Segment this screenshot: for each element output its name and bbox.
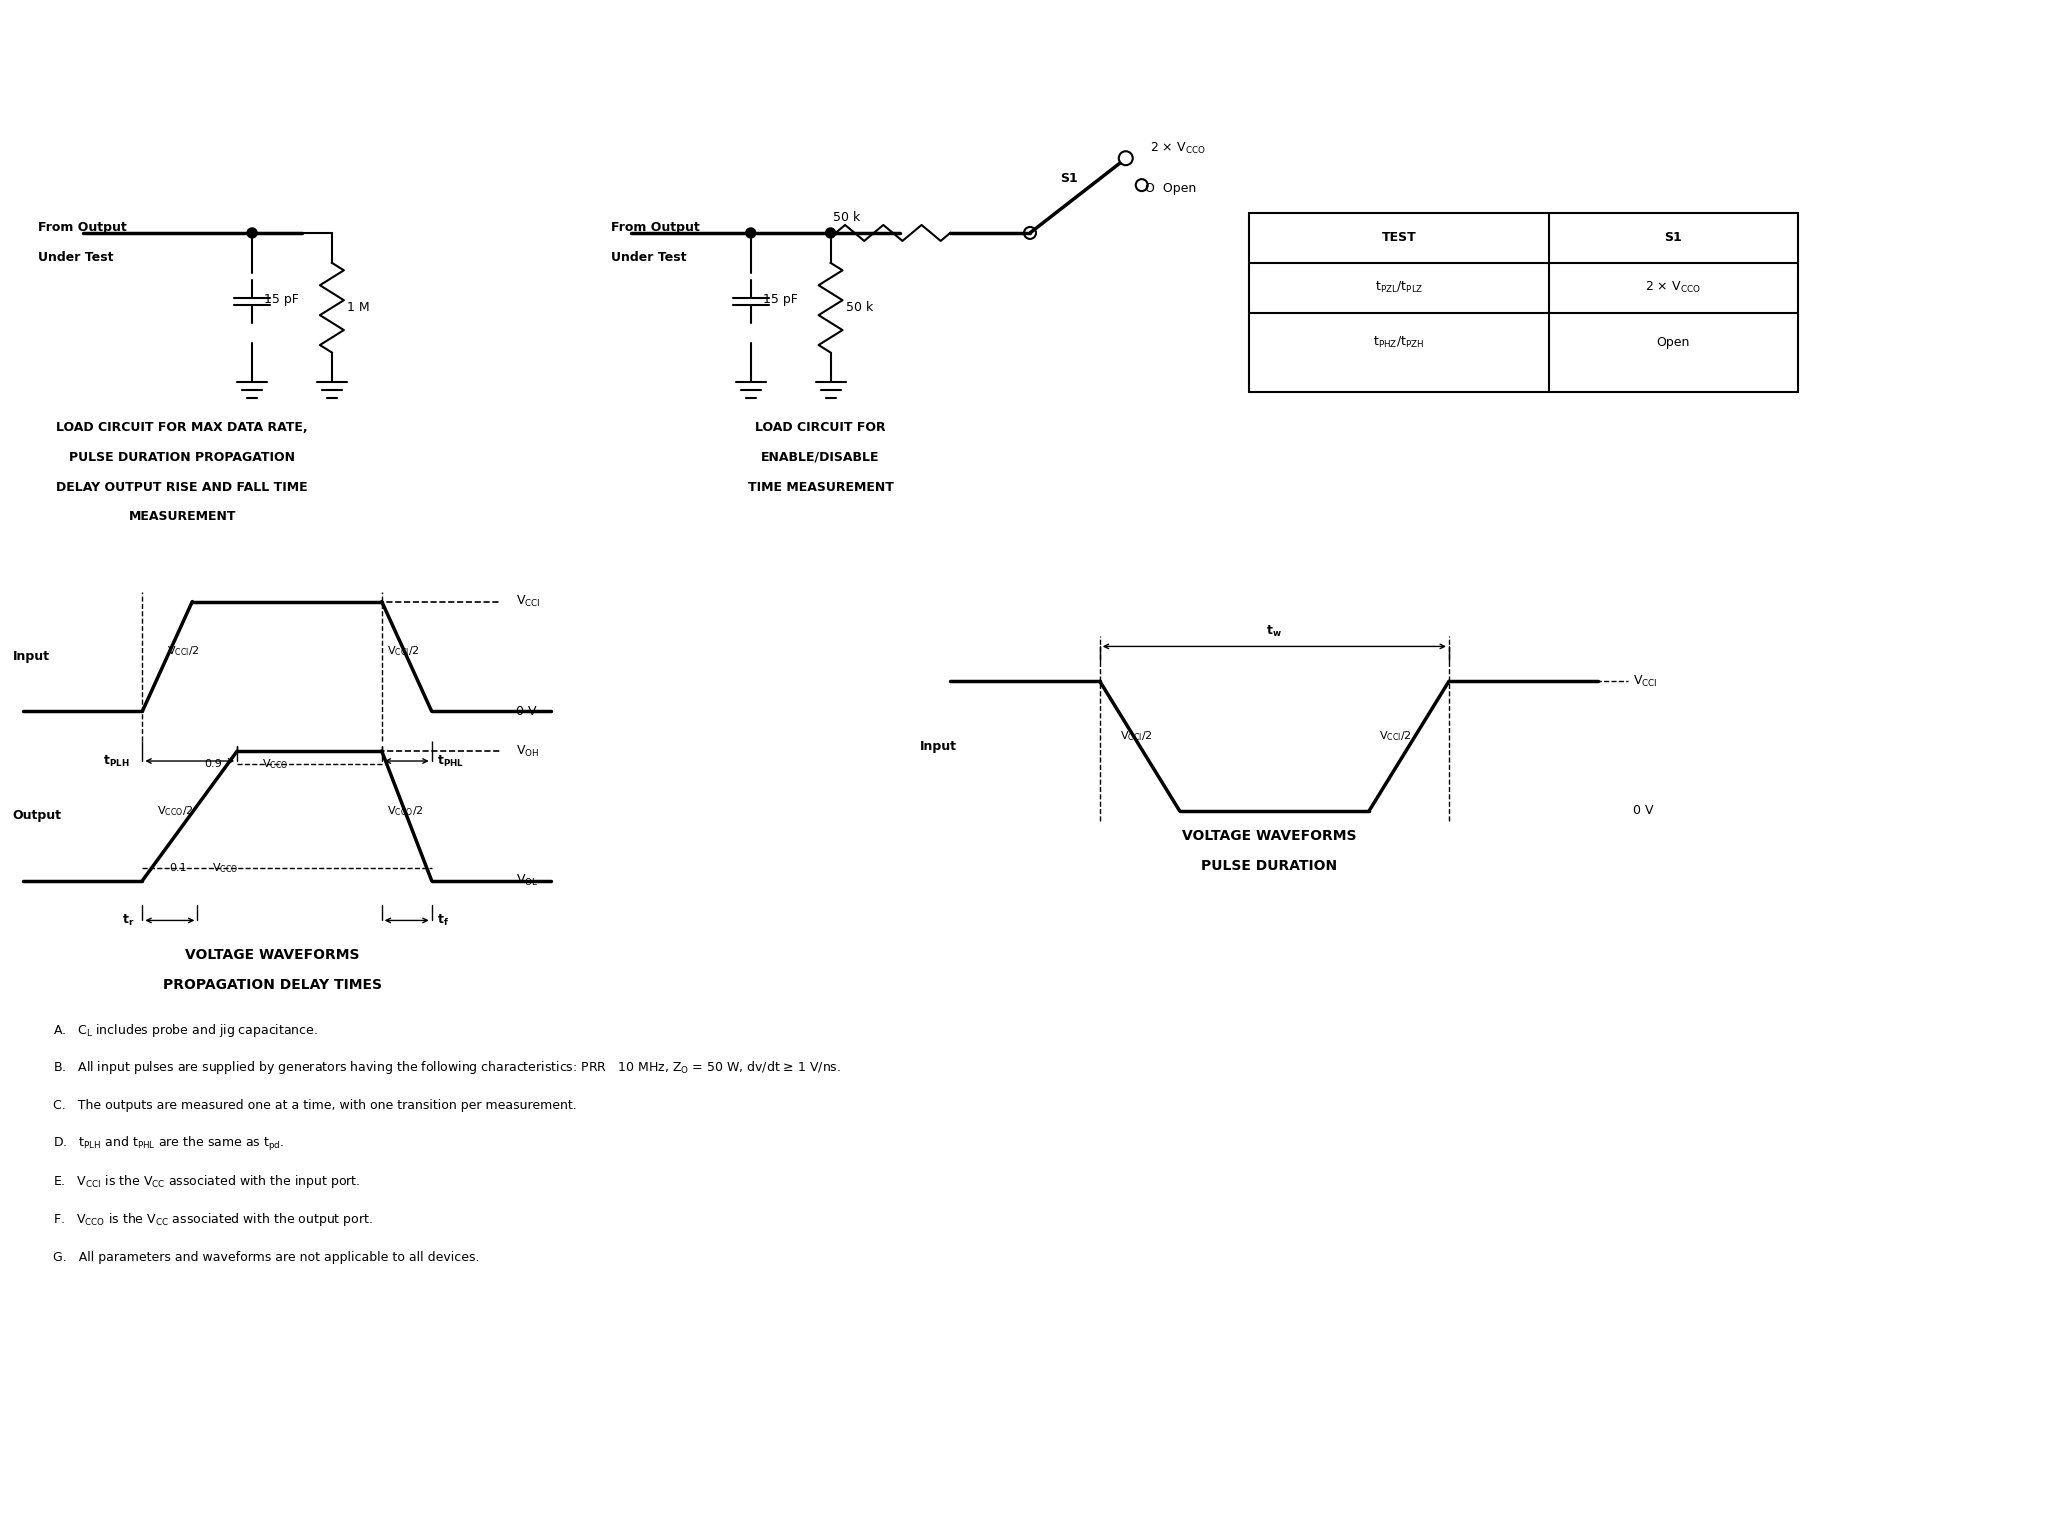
Text: V$_{\mathregular{CCO}}$/2: V$_{\mathregular{CCO}}$/2: [157, 804, 195, 818]
Text: 2 × V$_{\mathregular{CCO}}$: 2 × V$_{\mathregular{CCO}}$: [1149, 141, 1205, 156]
Text: Input: Input: [920, 739, 957, 753]
Text: V$_{\mathregular{CCI}}$/2: V$_{\mathregular{CCI}}$/2: [1379, 729, 1412, 743]
Text: t$_{\mathregular{r}}$: t$_{\mathregular{r}}$: [122, 912, 135, 928]
Text: Output: Output: [12, 810, 62, 822]
Text: G.   All parameters and waveforms are not applicable to all devices.: G. All parameters and waveforms are not …: [52, 1251, 478, 1263]
Text: F.   V$_{\mathregular{CCO}}$ is the V$_{\mathregular{CC}}$ associated with the o: F. V$_{\mathregular{CCO}}$ is the V$_{\m…: [52, 1211, 373, 1228]
Text: V$_{\mathregular{CCI}}$/2: V$_{\mathregular{CCI}}$/2: [1120, 729, 1151, 743]
Text: TIME MEASUREMENT: TIME MEASUREMENT: [748, 481, 893, 493]
Text: Input: Input: [12, 649, 50, 663]
Text: D.   t$_{\mathregular{PLH}}$ and t$_{\mathregular{PHL}}$ are the same as t$_{\ma: D. t$_{\mathregular{PLH}}$ and t$_{\math…: [52, 1134, 284, 1153]
Text: V$_{\mathregular{CCO}}$: V$_{\mathregular{CCO}}$: [263, 758, 288, 772]
Text: S1: S1: [1060, 171, 1077, 185]
Text: 0 V: 0 V: [1634, 804, 1655, 818]
Text: From Output: From Output: [611, 222, 700, 234]
Text: 1 M: 1 M: [346, 302, 369, 314]
Text: t$_{\mathregular{f}}$: t$_{\mathregular{f}}$: [437, 912, 449, 928]
Text: MEASUREMENT: MEASUREMENT: [128, 510, 236, 524]
Text: 0.9: 0.9: [205, 759, 222, 769]
Text: t$_{\mathregular{PLH}}$: t$_{\mathregular{PLH}}$: [101, 753, 128, 769]
Text: PULSE DURATION PROPAGATION: PULSE DURATION PROPAGATION: [68, 450, 296, 464]
Text: Open: Open: [1657, 335, 1690, 349]
Text: DELAY OUTPUT RISE AND FALL TIME: DELAY OUTPUT RISE AND FALL TIME: [56, 481, 309, 493]
Text: V$_{\mathregular{OH}}$: V$_{\mathregular{OH}}$: [516, 744, 541, 758]
Text: t$_{\mathregular{PZL}}$/t$_{\mathregular{PLZ}}$: t$_{\mathregular{PZL}}$/t$_{\mathregular…: [1375, 280, 1423, 295]
Text: S1: S1: [1665, 231, 1682, 245]
Text: 50 k: 50 k: [845, 302, 872, 314]
Text: ENABLE/DISABLE: ENABLE/DISABLE: [762, 450, 880, 464]
Text: t$_{\mathregular{PHZ}}$/t$_{\mathregular{PZH}}$: t$_{\mathregular{PHZ}}$/t$_{\mathregular…: [1373, 335, 1425, 351]
Text: PROPAGATION DELAY TIMES: PROPAGATION DELAY TIMES: [162, 978, 381, 992]
Text: V$_{\mathregular{CCO}}$: V$_{\mathregular{CCO}}$: [211, 860, 238, 874]
Circle shape: [826, 228, 835, 237]
Text: A.   C$_{\mathregular{L}}$ includes probe and jig capacitance.: A. C$_{\mathregular{L}}$ includes probe …: [52, 1021, 317, 1038]
Text: B.   All input pulses are supplied by generators having the following characteri: B. All input pulses are supplied by gene…: [52, 1059, 841, 1076]
Text: Under Test: Under Test: [37, 251, 114, 265]
Text: 0 V: 0 V: [516, 704, 536, 718]
Text: V$_{\mathregular{CCI}}$/2: V$_{\mathregular{CCI}}$/2: [168, 645, 201, 658]
Text: VOLTAGE WAVEFORMS: VOLTAGE WAVEFORMS: [1183, 828, 1357, 842]
Text: V$_{\mathregular{CCI}}$: V$_{\mathregular{CCI}}$: [1634, 674, 1659, 689]
Text: t$_{\mathregular{PHL}}$: t$_{\mathregular{PHL}}$: [437, 753, 464, 769]
Text: V$_{\mathregular{CCI}}$: V$_{\mathregular{CCI}}$: [516, 594, 541, 609]
Text: V$_{\mathregular{OL}}$: V$_{\mathregular{OL}}$: [516, 873, 538, 888]
Circle shape: [746, 228, 756, 237]
Text: O  Open: O Open: [1145, 182, 1195, 194]
Text: V$_{\mathregular{CCO}}$/2: V$_{\mathregular{CCO}}$/2: [387, 804, 422, 818]
Text: LOAD CIRCUIT FOR: LOAD CIRCUIT FOR: [756, 421, 886, 433]
Text: VOLTAGE WAVEFORMS: VOLTAGE WAVEFORMS: [184, 948, 358, 963]
Text: PULSE DURATION: PULSE DURATION: [1201, 859, 1338, 873]
Text: E.   V$_{\mathregular{CCI}}$ is the V$_{\mathregular{CC}}$ associated with the i: E. V$_{\mathregular{CCI}}$ is the V$_{\m…: [52, 1173, 360, 1190]
Text: 0.1: 0.1: [170, 862, 186, 873]
Circle shape: [246, 228, 257, 237]
Text: Under Test: Under Test: [611, 251, 688, 265]
Text: V$_{\mathregular{CCI}}$/2: V$_{\mathregular{CCI}}$/2: [387, 645, 418, 658]
Text: t$_{\mathregular{w}}$: t$_{\mathregular{w}}$: [1267, 625, 1282, 638]
Text: TEST: TEST: [1381, 231, 1417, 245]
Text: C.   The outputs are measured one at a time, with one transition per measurement: C. The outputs are measured one at a tim…: [52, 1099, 576, 1112]
Text: 50 k: 50 k: [833, 211, 859, 225]
Text: 15 pF: 15 pF: [762, 294, 797, 306]
Text: 15 pF: 15 pF: [265, 294, 298, 306]
Text: LOAD CIRCUIT FOR MAX DATA RATE,: LOAD CIRCUIT FOR MAX DATA RATE,: [56, 421, 309, 433]
Text: From Output: From Output: [37, 222, 126, 234]
Text: 2 × V$_{\mathregular{CCO}}$: 2 × V$_{\mathregular{CCO}}$: [1646, 280, 1700, 295]
